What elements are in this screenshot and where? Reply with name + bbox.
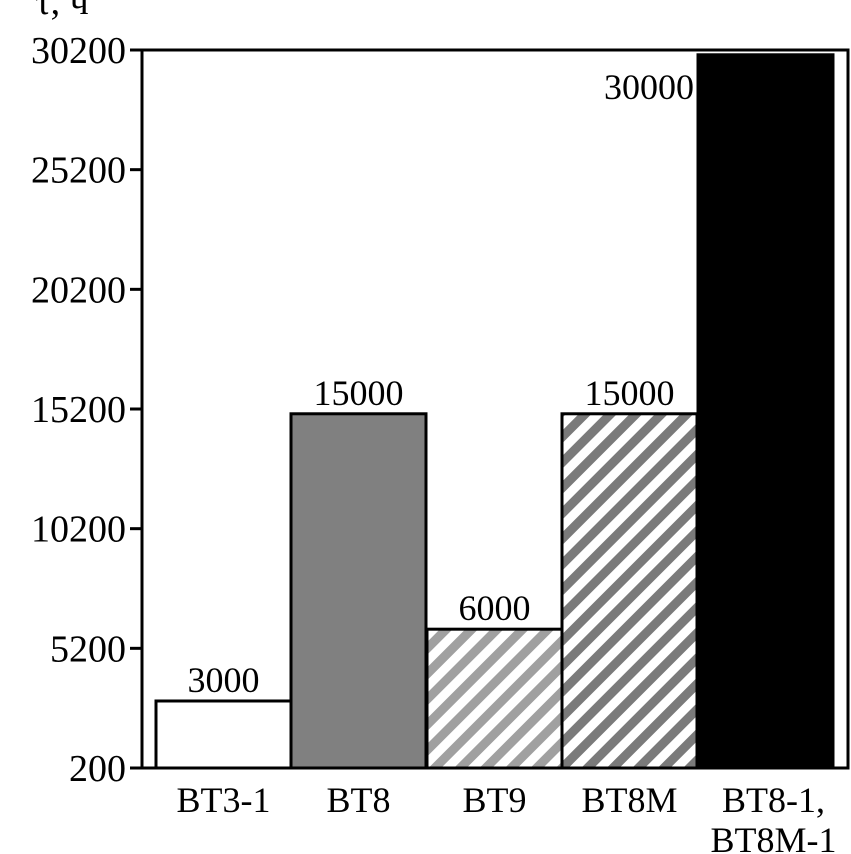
y-tick-label: 5200: [50, 628, 126, 670]
bar-5: [696, 53, 835, 770]
y-tick-label: 30200: [31, 30, 126, 72]
bar-2: [289, 412, 428, 770]
plot-frame: [140, 48, 850, 770]
y-tick-label: 20200: [31, 269, 126, 311]
data-label: 6000: [459, 588, 531, 628]
y-tick-label: 25200: [31, 150, 126, 192]
category-label: BT8M: [581, 780, 677, 820]
category-label: BT8-1,: [722, 780, 825, 820]
data-label: 30000: [604, 67, 694, 107]
category-label: BT3-1: [177, 780, 271, 820]
data-label: 15000: [585, 373, 675, 413]
category-label: BT8M-1: [711, 820, 837, 854]
category-label: BT8: [326, 780, 390, 820]
y-tick-label: 15200: [31, 389, 126, 431]
y-tick-label: 10200: [31, 509, 126, 551]
y-tick-label: 200: [69, 748, 126, 790]
data-label: 15000: [314, 373, 404, 413]
bar-3: [425, 627, 564, 770]
bar-4: [560, 412, 699, 770]
bar-1: [154, 699, 293, 770]
y-axis-label: τ, ч: [35, 0, 88, 23]
category-label: BT9: [462, 780, 526, 820]
data-label: 3000: [188, 660, 260, 700]
